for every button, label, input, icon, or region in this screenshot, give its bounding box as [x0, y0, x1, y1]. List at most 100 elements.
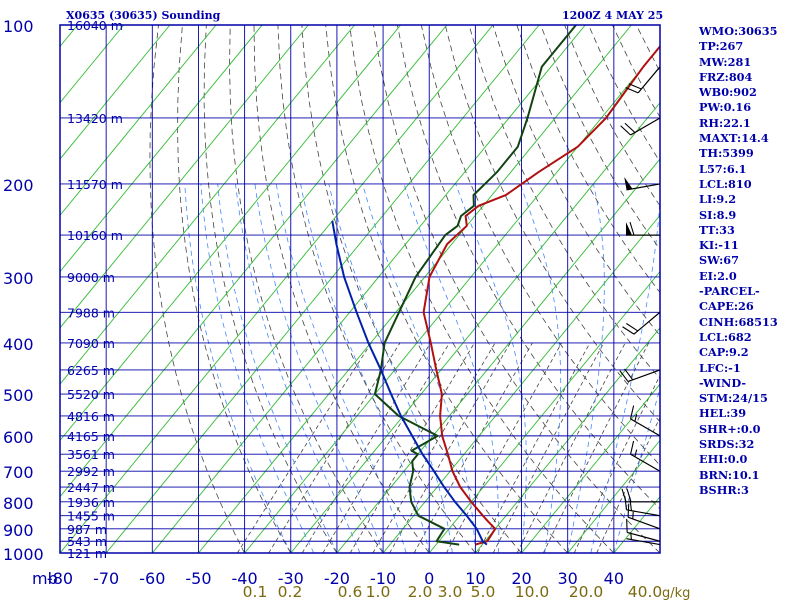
- isotherm: [244, 45, 660, 553]
- indices-panel: WMO:30635 TP:267 MW:281 FRZ:804 WB0:902 PW:0.…: [699, 24, 799, 498]
- temperature-tick-label: 20: [511, 569, 531, 588]
- height-level-label: 3561 m: [67, 447, 115, 462]
- height-level-label: 9000 m: [67, 270, 115, 285]
- moist-adiabat: [275, 183, 407, 553]
- parcel-line: [331, 220, 488, 546]
- height-level-label: 2447 m: [67, 480, 115, 495]
- height-level-label: 10160 m: [67, 228, 123, 243]
- wind-barb-staff: [630, 418, 661, 437]
- isotherm: [567, 439, 660, 553]
- index-item: LFC:-1: [699, 360, 741, 375]
- temperature-tick-label: 30: [558, 569, 578, 588]
- index-item: FRZ:804: [699, 69, 753, 84]
- dewpoint-line: [373, 25, 577, 546]
- index-item: PW:0.16: [699, 100, 752, 115]
- isotherm: [521, 383, 660, 553]
- temperature-tick-label: -40: [232, 569, 258, 588]
- wind-barb-half-flag: [632, 511, 634, 519]
- height-level-label: 13420 m: [67, 111, 123, 126]
- index-item: WMO:30635: [699, 24, 778, 38]
- mixing-ratio-label: 0.6: [338, 583, 363, 600]
- wind-barb-half-flag: [634, 449, 638, 457]
- pressure-tick-label: 600: [3, 428, 34, 447]
- height-level-label: 121 m: [67, 546, 107, 561]
- height-level-label: 7090 m: [67, 336, 115, 351]
- temperature-line: [422, 44, 660, 546]
- isotherm: [60, 25, 402, 442]
- index-item: WB0:902: [699, 85, 757, 100]
- isotherm: [105, 25, 540, 553]
- wind-barbs: [619, 66, 661, 546]
- background-lines: [60, 25, 660, 553]
- wind-barb: [626, 221, 660, 236]
- mixing-ratio-line: [516, 342, 626, 553]
- wind-barb-half-flag: [634, 414, 638, 422]
- mixing-ratio-label: 0.1: [243, 583, 268, 600]
- wind-barb-staff: [627, 369, 661, 383]
- height-level-label: 16040 m: [67, 18, 123, 33]
- wind-barb-staff: [626, 183, 661, 191]
- height-level-label: 1455 m: [67, 509, 115, 524]
- temperature-tick-label: -60: [139, 569, 165, 588]
- moist-adiabat: [455, 183, 527, 553]
- temperature-tick-label: -30: [278, 569, 304, 588]
- index-item: -PARCEL-: [699, 284, 760, 299]
- wind-barb: [620, 117, 661, 136]
- wind-barb-flag: [619, 370, 629, 382]
- isotherm: [60, 25, 171, 160]
- index-item: SI:8.9: [699, 207, 737, 222]
- index-item: L57:6.1: [699, 161, 747, 176]
- index-item: MAXT:14.4: [699, 131, 769, 146]
- pressure-tick-label: 900: [3, 521, 34, 540]
- mixing-ratio-line: [349, 342, 475, 553]
- wind-barb: [619, 368, 661, 383]
- mixing-ratio-label: 5.0: [471, 583, 496, 600]
- moist-adiabat: [590, 192, 660, 553]
- index-item: TT:33: [699, 222, 735, 237]
- index-item: CAPE:26: [699, 299, 754, 314]
- wind-barb-flag: [626, 488, 632, 502]
- dry-adiabat: [203, 25, 338, 553]
- wind-barb-flag: [620, 125, 631, 136]
- height-level-label: 5520 m: [67, 387, 115, 402]
- index-item: STM:24/15: [699, 391, 768, 406]
- mixing-ratio-label: 10.0: [515, 583, 550, 600]
- moist-adiabat: [519, 183, 562, 553]
- wind-barb-staff: [633, 311, 661, 335]
- y-axis-unit-label: mb: [32, 569, 58, 588]
- index-item: -WIND-: [699, 375, 747, 390]
- index-item: BSHR:3: [699, 482, 749, 497]
- wind-barb-pennant: [626, 222, 632, 236]
- height-level-label: 4816 m: [67, 409, 115, 424]
- height-level-label: 11570 m: [67, 177, 123, 192]
- wind-barb-flag: [629, 221, 635, 236]
- height-level-label: 7988 m: [67, 305, 115, 320]
- mixing-ratio-label: 40.0: [628, 583, 663, 600]
- dry-adiabat: [349, 25, 615, 553]
- temperature-tick-label: 10: [465, 569, 485, 588]
- height-level-label: 987 m: [67, 522, 107, 537]
- index-item: TH:5399: [699, 146, 754, 161]
- index-item: EHI:0.0: [699, 452, 748, 467]
- mixing-ratio-line: [573, 374, 660, 553]
- isotherm: [60, 25, 217, 216]
- isotherm: [60, 25, 263, 273]
- wind-barb-flag: [622, 326, 635, 335]
- moist-adiabat: [235, 183, 361, 553]
- isotherm: [198, 25, 632, 553]
- pressure-tick-label: 400: [3, 335, 34, 354]
- index-item: BRN:10.1: [699, 467, 760, 482]
- dry-adiabat: [253, 25, 430, 553]
- index-item: KI:-11: [699, 238, 739, 253]
- mixing-ratio-label: 20.0: [569, 583, 604, 600]
- index-item: RH:22.1: [699, 115, 751, 130]
- plot-border: [59, 24, 661, 554]
- wind-barb-flag: [630, 405, 635, 419]
- wind-barb-flag: [624, 122, 636, 133]
- temperature-tick-label: 0: [424, 569, 434, 588]
- wind-barb: [630, 405, 661, 437]
- wind-barb-pennant: [624, 177, 633, 190]
- moist-adiabat: [567, 183, 605, 553]
- isotherm: [60, 25, 355, 385]
